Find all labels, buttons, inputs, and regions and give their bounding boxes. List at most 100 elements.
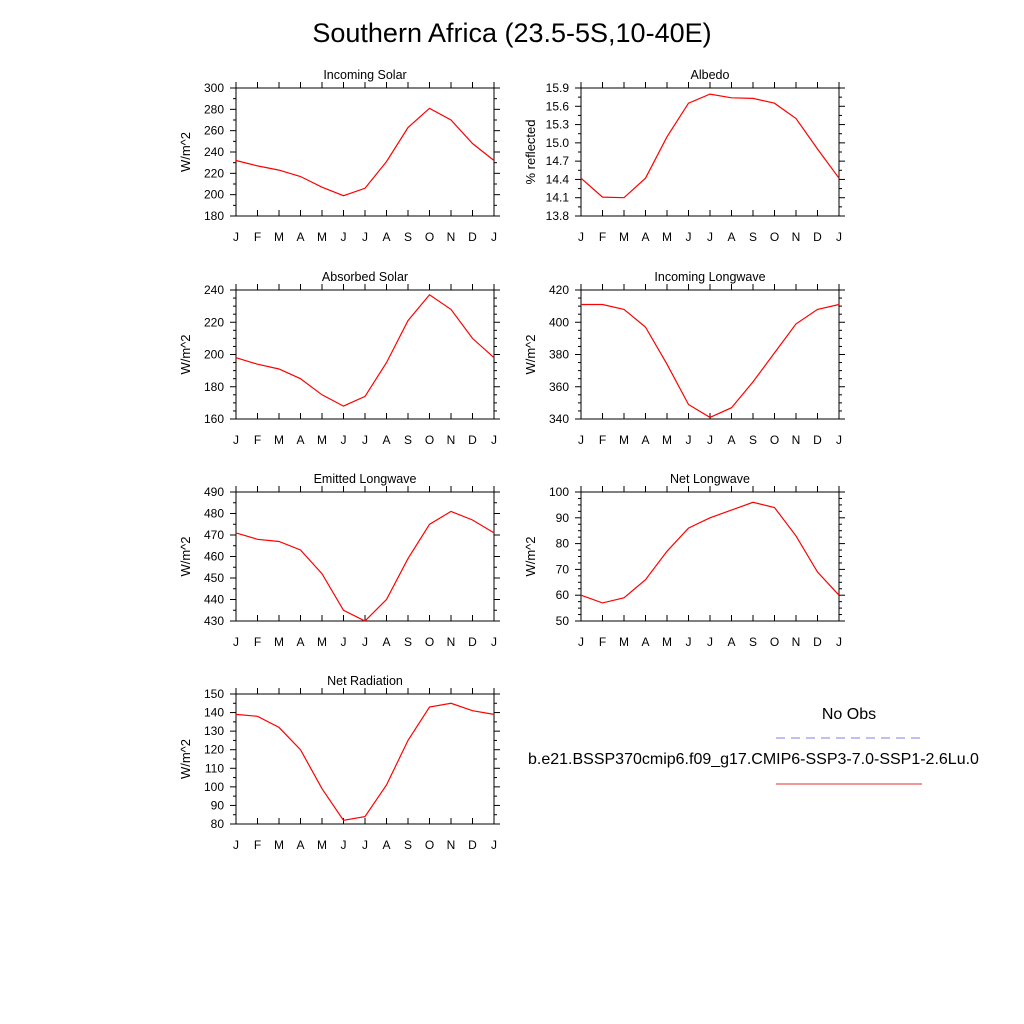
y-tick-label: 15.3 <box>546 118 570 132</box>
x-tick-label: A <box>382 433 390 447</box>
x-tick-label: J <box>362 433 368 447</box>
x-tick-label: J <box>341 433 347 447</box>
y-tick-label: 400 <box>549 315 569 329</box>
legend-case-label: b.e21.BSSP370cmip6.f09_g17.CMIP6-SSP3-7.… <box>528 751 979 768</box>
y-tick-label: 450 <box>204 571 224 585</box>
y-tick-label: 180 <box>204 380 224 394</box>
y-axis-label: W/m^2 <box>178 334 193 374</box>
x-tick-label: M <box>317 635 327 649</box>
x-tick-label: F <box>599 230 606 244</box>
chart-title: Absorbed Solar <box>322 270 408 284</box>
x-tick-label: A <box>296 635 304 649</box>
y-tick-label: 15.0 <box>546 136 570 150</box>
y-tick-label: 440 <box>204 593 224 607</box>
chart-title: Incoming Longwave <box>654 270 765 284</box>
y-tick-label: 220 <box>204 166 224 180</box>
chart-title: Incoming Solar <box>323 68 406 82</box>
x-tick-label: J <box>233 635 239 649</box>
x-tick-label: S <box>749 230 757 244</box>
x-tick-label: M <box>619 433 629 447</box>
x-tick-label: S <box>749 433 757 447</box>
x-tick-label: O <box>770 230 779 244</box>
y-tick-label: 80 <box>211 817 225 831</box>
x-tick-label: M <box>662 230 672 244</box>
x-tick-label: J <box>491 230 497 244</box>
x-tick-label: J <box>707 433 713 447</box>
chart-title: Albedo <box>691 68 730 82</box>
x-tick-label: N <box>447 838 456 852</box>
y-tick-label: 240 <box>204 283 224 297</box>
series-line <box>235 510 495 622</box>
y-tick-label: 260 <box>204 124 224 138</box>
y-tick-label: 60 <box>556 588 570 602</box>
x-tick-label: A <box>727 230 735 244</box>
x-tick-label: J <box>362 635 368 649</box>
series-line <box>580 93 840 199</box>
y-tick-label: 100 <box>204 780 224 794</box>
x-tick-label: D <box>813 433 822 447</box>
x-tick-label: J <box>686 230 692 244</box>
y-tick-label: 180 <box>204 209 224 223</box>
x-tick-label: J <box>578 635 584 649</box>
y-tick-label: 380 <box>549 348 569 362</box>
x-tick-label: M <box>274 635 284 649</box>
y-tick-label: 90 <box>556 511 570 525</box>
y-tick-label: 240 <box>204 145 224 159</box>
x-tick-label: A <box>641 230 649 244</box>
x-tick-label: S <box>404 433 412 447</box>
x-tick-label: O <box>425 230 434 244</box>
x-tick-label: S <box>404 230 412 244</box>
y-tick-label: 220 <box>204 315 224 329</box>
x-tick-label: M <box>317 838 327 852</box>
series-line <box>235 293 495 407</box>
x-tick-label: A <box>296 230 304 244</box>
x-tick-label: S <box>404 635 412 649</box>
x-tick-label: M <box>274 838 284 852</box>
y-tick-label: 360 <box>549 380 569 394</box>
x-tick-label: D <box>813 635 822 649</box>
plot-frame <box>235 693 495 825</box>
x-tick-label: J <box>491 838 497 852</box>
series-line <box>235 107 495 197</box>
page-title: Southern Africa (23.5-5S,10-40E) <box>312 18 712 48</box>
y-tick-label: 110 <box>205 761 224 775</box>
y-tick-label: 120 <box>204 743 224 757</box>
x-tick-label: J <box>707 635 713 649</box>
x-tick-label: F <box>599 635 606 649</box>
y-tick-label: 470 <box>204 528 224 542</box>
x-tick-label: O <box>425 838 434 852</box>
series-line <box>235 702 495 821</box>
y-axis-label: W/m^2 <box>178 536 193 576</box>
y-tick-label: 300 <box>204 81 224 95</box>
y-tick-label: 90 <box>211 798 225 812</box>
x-tick-label: J <box>341 838 347 852</box>
x-tick-label: M <box>619 635 629 649</box>
x-tick-label: A <box>382 838 390 852</box>
y-tick-label: 14.7 <box>546 154 570 168</box>
x-tick-label: J <box>836 635 842 649</box>
chart-title: Emitted Longwave <box>314 472 417 486</box>
y-tick-label: 13.8 <box>546 209 570 223</box>
y-tick-label: 50 <box>556 614 570 628</box>
x-tick-label: N <box>792 635 801 649</box>
x-tick-label: A <box>727 433 735 447</box>
x-tick-label: J <box>836 230 842 244</box>
chart-title: Net Longwave <box>670 472 750 486</box>
x-tick-label: D <box>468 635 477 649</box>
plot-frame <box>580 491 840 622</box>
y-axis-label: W/m^2 <box>178 739 193 779</box>
x-tick-label: O <box>770 635 779 649</box>
y-tick-label: 100 <box>549 485 569 499</box>
y-tick-label: 490 <box>204 485 224 499</box>
x-tick-label: J <box>341 230 347 244</box>
x-tick-label: J <box>491 635 497 649</box>
x-tick-label: A <box>641 433 649 447</box>
x-tick-label: A <box>382 230 390 244</box>
y-tick-label: 80 <box>556 537 570 551</box>
series-line <box>580 501 840 604</box>
plot-frame <box>235 491 495 622</box>
x-tick-label: N <box>792 433 801 447</box>
